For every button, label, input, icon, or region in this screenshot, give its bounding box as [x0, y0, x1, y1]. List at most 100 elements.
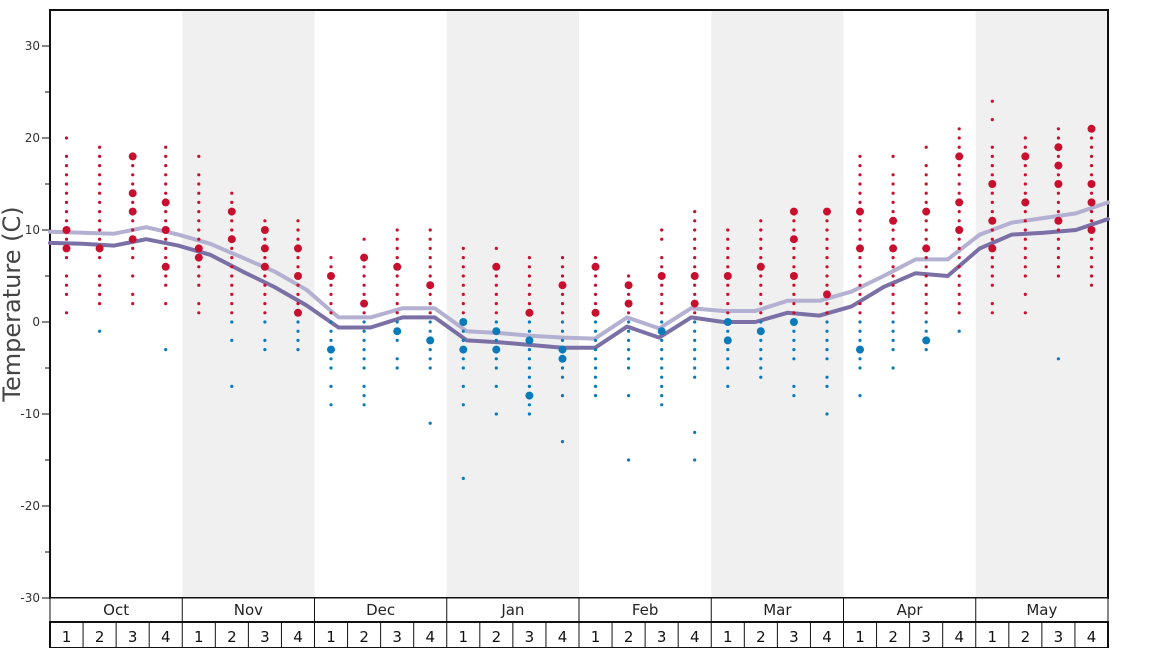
observation-dot	[131, 200, 135, 204]
observation-dot	[263, 283, 267, 287]
observation-dot	[825, 348, 829, 352]
observation-dot	[327, 272, 335, 280]
observation-dot	[789, 235, 798, 244]
observation-dot	[957, 191, 961, 195]
observation-dot	[230, 256, 234, 260]
observation-dot	[194, 253, 203, 262]
observation-dot	[660, 228, 664, 232]
week-label: 1	[194, 628, 204, 646]
observation-dot	[924, 164, 928, 168]
observation-dot	[428, 237, 432, 241]
observation-dot	[891, 182, 895, 186]
observation-dot	[792, 311, 796, 315]
observation-dot	[362, 384, 366, 388]
observation-dot	[558, 345, 567, 354]
observation-dot	[924, 283, 928, 287]
observation-dot	[955, 198, 964, 207]
observation-dot	[329, 338, 333, 342]
observation-dot	[560, 292, 565, 296]
observation-dot	[693, 375, 697, 379]
observation-dot	[527, 384, 532, 388]
observation-dot	[428, 274, 432, 278]
observation-dot	[98, 182, 102, 186]
observation-dot	[98, 200, 102, 204]
observation-dot	[1056, 200, 1060, 204]
observation-dot	[693, 366, 697, 370]
observation-dot	[856, 345, 864, 354]
observation-dot	[98, 145, 102, 149]
observation-dot	[459, 318, 468, 326]
observation-dot	[858, 256, 862, 260]
observation-dot	[230, 311, 234, 315]
observation-dot	[362, 357, 366, 361]
observation-dot	[627, 366, 631, 370]
observation-dot	[360, 253, 369, 262]
observation-dot	[296, 329, 300, 333]
observation-dot	[362, 320, 366, 324]
observation-dot	[924, 311, 928, 315]
observation-dot	[1056, 256, 1060, 260]
observation-dot	[825, 219, 829, 223]
observation-dot	[461, 265, 465, 269]
week-label: 4	[425, 628, 435, 646]
observation-dot	[593, 366, 598, 370]
observation-dot	[1089, 210, 1094, 214]
observation-dot	[527, 366, 532, 370]
observation-dot	[756, 262, 765, 271]
observation-dot	[492, 262, 501, 271]
observation-dot	[1087, 180, 1096, 188]
observation-dot	[990, 200, 994, 204]
observation-dot	[395, 311, 399, 315]
observation-dot	[858, 394, 862, 398]
observation-dot	[858, 237, 862, 241]
observation-dot	[858, 164, 862, 168]
observation-dot	[98, 274, 102, 278]
observation-dot	[792, 357, 796, 361]
observation-dot	[329, 403, 333, 407]
week-label: 2	[492, 628, 502, 646]
observation-dot	[494, 338, 498, 342]
observation-dot	[227, 235, 236, 244]
observation-dot	[296, 265, 300, 269]
observation-dot	[64, 173, 69, 177]
observation-dot	[759, 256, 763, 260]
observation-dot	[723, 318, 732, 326]
observation-dot	[527, 348, 532, 352]
observation-dot	[98, 302, 102, 306]
observation-dot	[957, 274, 961, 278]
observation-dot	[990, 228, 994, 232]
observation-dot	[759, 320, 763, 324]
observation-dot	[393, 262, 402, 271]
observation-dot	[461, 329, 465, 333]
observation-dot	[527, 412, 532, 416]
observation-dot	[891, 366, 895, 370]
week-label: 4	[161, 628, 171, 646]
observation-dot	[64, 191, 69, 195]
observation-dot	[329, 329, 333, 333]
observation-dot	[627, 338, 631, 342]
observation-dot	[1089, 274, 1094, 278]
observation-dot	[428, 366, 432, 370]
observation-dot	[891, 348, 895, 352]
observation-dot	[825, 256, 829, 260]
observation-dot	[593, 348, 598, 352]
observation-dot	[560, 329, 565, 333]
observation-dot	[395, 302, 399, 306]
observation-dot	[98, 164, 102, 168]
observation-dot	[98, 219, 102, 223]
observation-dot	[693, 219, 697, 223]
observation-dot	[825, 265, 829, 269]
observation-dot	[62, 226, 71, 234]
observation-dot	[1087, 198, 1096, 207]
observation-dot	[263, 237, 267, 241]
observation-dot	[164, 283, 168, 287]
observation-dot	[591, 308, 600, 317]
observation-dot	[627, 292, 631, 296]
observation-dot	[924, 302, 928, 306]
observation-dot	[131, 182, 135, 186]
observation-dot	[230, 283, 234, 287]
observation-dot	[1089, 237, 1094, 241]
observation-dot	[858, 228, 862, 232]
observation-dot	[128, 207, 137, 216]
week-label: 3	[657, 628, 667, 646]
